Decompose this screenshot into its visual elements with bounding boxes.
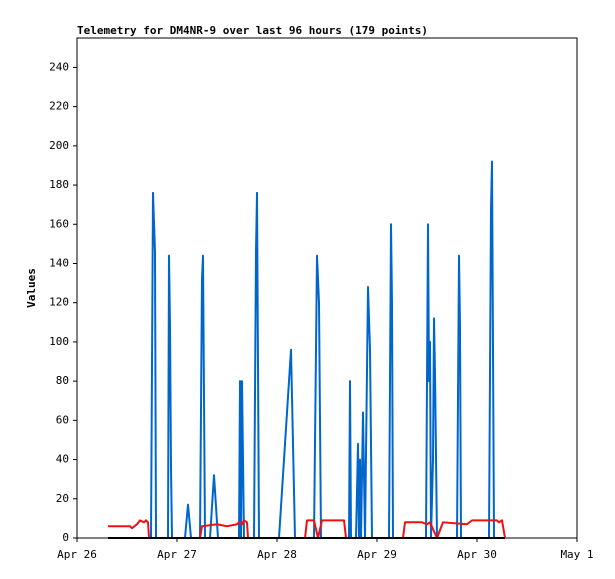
y-tick-label: 220: [49, 100, 69, 113]
chart-title: Telemetry for DM4NR-9 over last 96 hours…: [77, 24, 428, 37]
y-tick-label: 120: [49, 296, 69, 309]
x-tick-label: Apr 28: [257, 548, 297, 561]
y-tick-label: 0: [62, 531, 69, 544]
y-tick-label: 100: [49, 335, 69, 348]
y-tick-label: 140: [49, 256, 69, 269]
series-line: [150, 160, 495, 539]
y-axis-title: Values: [25, 268, 38, 308]
x-tick-label: May 1: [560, 548, 593, 561]
x-tick-label: Apr 26: [57, 548, 97, 561]
x-tick-label: Apr 30: [457, 548, 497, 561]
x-tick-label: Apr 27: [157, 548, 197, 561]
x-tick-label: Apr 29: [357, 548, 397, 561]
y-tick-label: 240: [49, 60, 69, 73]
y-tick-label: 160: [49, 217, 69, 230]
y-tick-label: 200: [49, 139, 69, 152]
y-tick-label: 180: [49, 178, 69, 191]
y-tick-label: 40: [56, 453, 69, 466]
y-tick-label: 60: [56, 413, 69, 426]
y-tick-label: 80: [56, 374, 69, 387]
y-tick-label: 20: [56, 492, 69, 505]
